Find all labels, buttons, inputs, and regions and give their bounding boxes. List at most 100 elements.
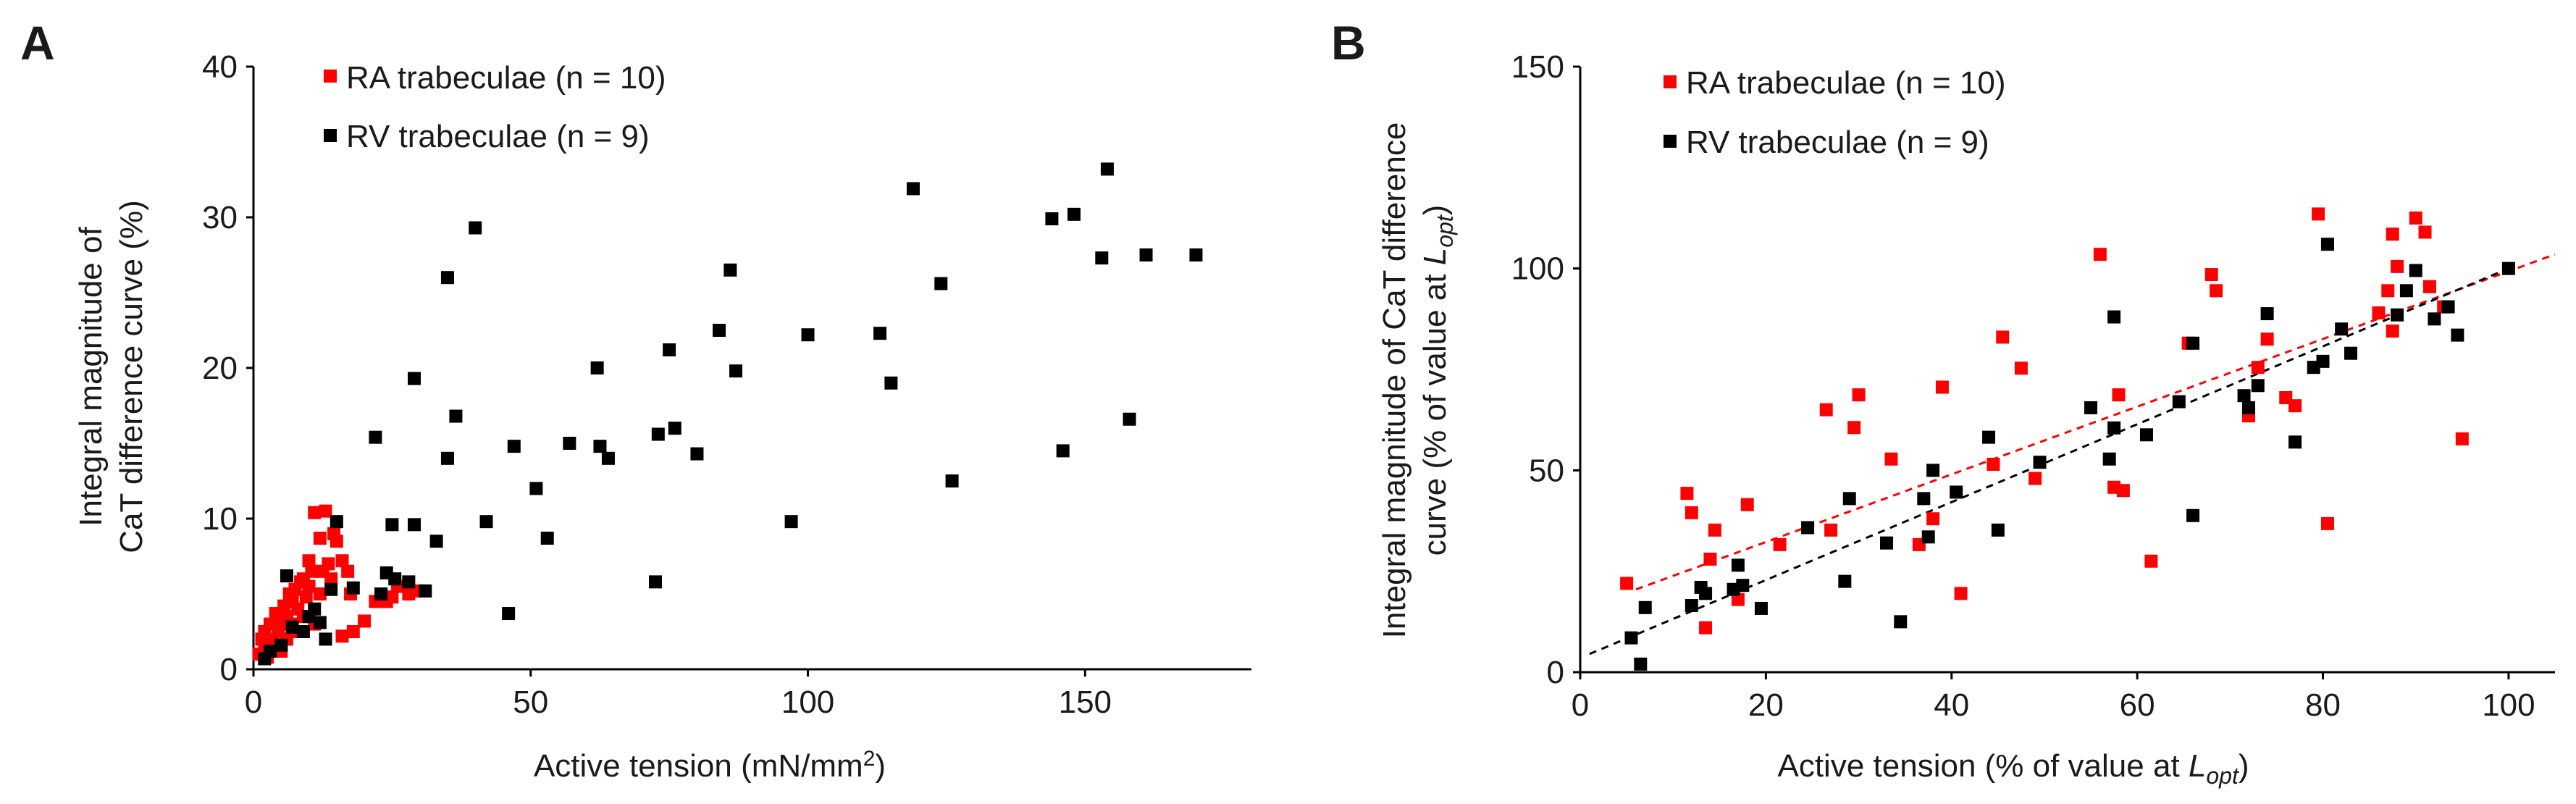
data-point-ra	[324, 572, 338, 586]
data-point-rv	[1754, 601, 1768, 615]
data-point-rv	[1838, 574, 1852, 588]
data-point-rv	[2260, 307, 2274, 321]
data-point-rv	[1880, 536, 1894, 550]
data-point-ra	[313, 532, 327, 545]
data-point-rv	[2107, 310, 2121, 324]
data-point-rv	[1123, 412, 1136, 426]
data-point-rv	[319, 632, 332, 646]
data-point-ra	[1731, 592, 1745, 606]
data-point-rv	[784, 515, 798, 529]
data-point-rv	[324, 582, 338, 596]
data-point-rv	[2251, 379, 2265, 393]
data-point-rv	[2237, 389, 2251, 403]
data-point-ra	[1884, 452, 1898, 466]
legend-marker-rv	[324, 129, 337, 142]
data-point-rv	[449, 409, 463, 423]
data-point-ra	[2251, 361, 2265, 374]
data-point-ra	[2204, 268, 2218, 282]
data-point-ra	[335, 554, 349, 568]
panel-a-axes: 0 50 100 150 0 10 20 30 40	[202, 49, 1251, 720]
data-point-ra	[319, 504, 332, 518]
data-point-rv	[649, 575, 663, 589]
legend-label-ra-b: RA trabeculae (n = 10)	[1686, 65, 2005, 101]
data-point-rv	[313, 616, 327, 629]
data-point-rv	[1139, 248, 1153, 261]
data-point-rv	[330, 515, 343, 529]
trendline-rv	[1589, 267, 2509, 656]
data-point-rv	[2335, 322, 2349, 336]
data-point-rv	[593, 440, 607, 453]
data-point-rv	[2172, 395, 2186, 409]
panel-b: B 0 20 40 60 80 100 0 50 100 150 RA trabeculae (n…	[1331, 16, 2556, 789]
data-point-rv	[1638, 600, 1652, 614]
data-point-ra	[1935, 380, 1949, 394]
data-point-ra	[302, 579, 316, 593]
data-point-rv	[274, 638, 288, 652]
data-point-rv	[2409, 264, 2422, 277]
data-point-ra	[1620, 577, 1634, 590]
data-point-rv	[1045, 212, 1059, 226]
panel-b-data-points	[1620, 207, 2515, 671]
data-point-ra	[1699, 621, 1713, 635]
data-point-rv	[502, 607, 516, 621]
data-point-ra	[385, 590, 399, 604]
data-point-rv	[263, 645, 277, 658]
data-point-ra	[1824, 523, 1838, 537]
x-tick-label: 100	[781, 684, 834, 720]
data-point-rv	[408, 518, 421, 532]
data-point-ra	[2210, 284, 2223, 298]
data-point-ra	[2312, 207, 2325, 221]
x-tick-label: 40	[1934, 687, 1969, 723]
data-point-ra	[2288, 399, 2302, 413]
data-point-ra	[1680, 487, 1694, 501]
data-point-rv	[663, 343, 676, 357]
data-point-ra	[2372, 306, 2386, 319]
legend-label-rv: RV trabeculae (n = 9)	[346, 119, 650, 154]
data-point-rv	[2344, 346, 2357, 360]
data-point-ra	[2112, 388, 2126, 402]
data-point-rv	[590, 361, 604, 374]
data-point-ra	[2386, 324, 2399, 338]
data-point-ra	[341, 564, 355, 578]
data-point-ra	[2381, 284, 2395, 298]
data-point-rv	[1926, 464, 1940, 477]
data-point-rv	[1189, 248, 1203, 261]
data-point-ra	[2455, 432, 2469, 445]
panel-a-data-points	[252, 162, 1203, 666]
data-point-ra	[1708, 523, 1721, 537]
x-tick-label: 60	[2120, 687, 2155, 723]
data-point-rv	[408, 372, 421, 385]
data-point-ra	[2391, 259, 2404, 273]
data-point-ra	[1740, 498, 1754, 511]
legend-marker-rv-b	[1664, 135, 1677, 148]
y-tick-label: 50	[1529, 453, 1564, 488]
data-point-rv	[2084, 401, 2098, 414]
data-point-rv	[1095, 251, 1109, 265]
data-point-ra	[358, 614, 372, 628]
x-tick-label: 50	[513, 684, 548, 720]
data-point-rv	[479, 515, 493, 529]
data-point-rv	[440, 271, 454, 285]
data-point-rv	[1991, 523, 2005, 537]
data-point-rv	[1624, 631, 1638, 645]
data-point-rv	[2241, 401, 2255, 414]
x-tick-label: 100	[2482, 687, 2535, 723]
y-tick-label: 100	[1511, 251, 1564, 287]
x-tick-label: 150	[1059, 684, 1112, 720]
data-point-ra	[2093, 248, 2107, 261]
data-point-rv	[1921, 530, 1935, 544]
data-point-ra	[1986, 457, 2000, 471]
data-point-rv	[429, 535, 443, 548]
data-point-ra	[302, 554, 316, 568]
legend-marker-ra-b	[1664, 75, 1677, 88]
data-point-rv	[2102, 452, 2116, 466]
panel-a-x-axis-title: Active tension (mN/mm2)	[534, 747, 886, 784]
data-point-ra	[2029, 472, 2042, 485]
legend-label-ra: RA trabeculae (n = 10)	[346, 60, 666, 96]
legend-marker-ra	[324, 70, 337, 83]
data-point-ra	[1703, 552, 1717, 566]
data-point-ra	[2409, 212, 2422, 225]
data-point-ra	[2144, 554, 2158, 568]
data-point-rv	[1801, 521, 1815, 535]
data-point-ra	[313, 587, 327, 600]
